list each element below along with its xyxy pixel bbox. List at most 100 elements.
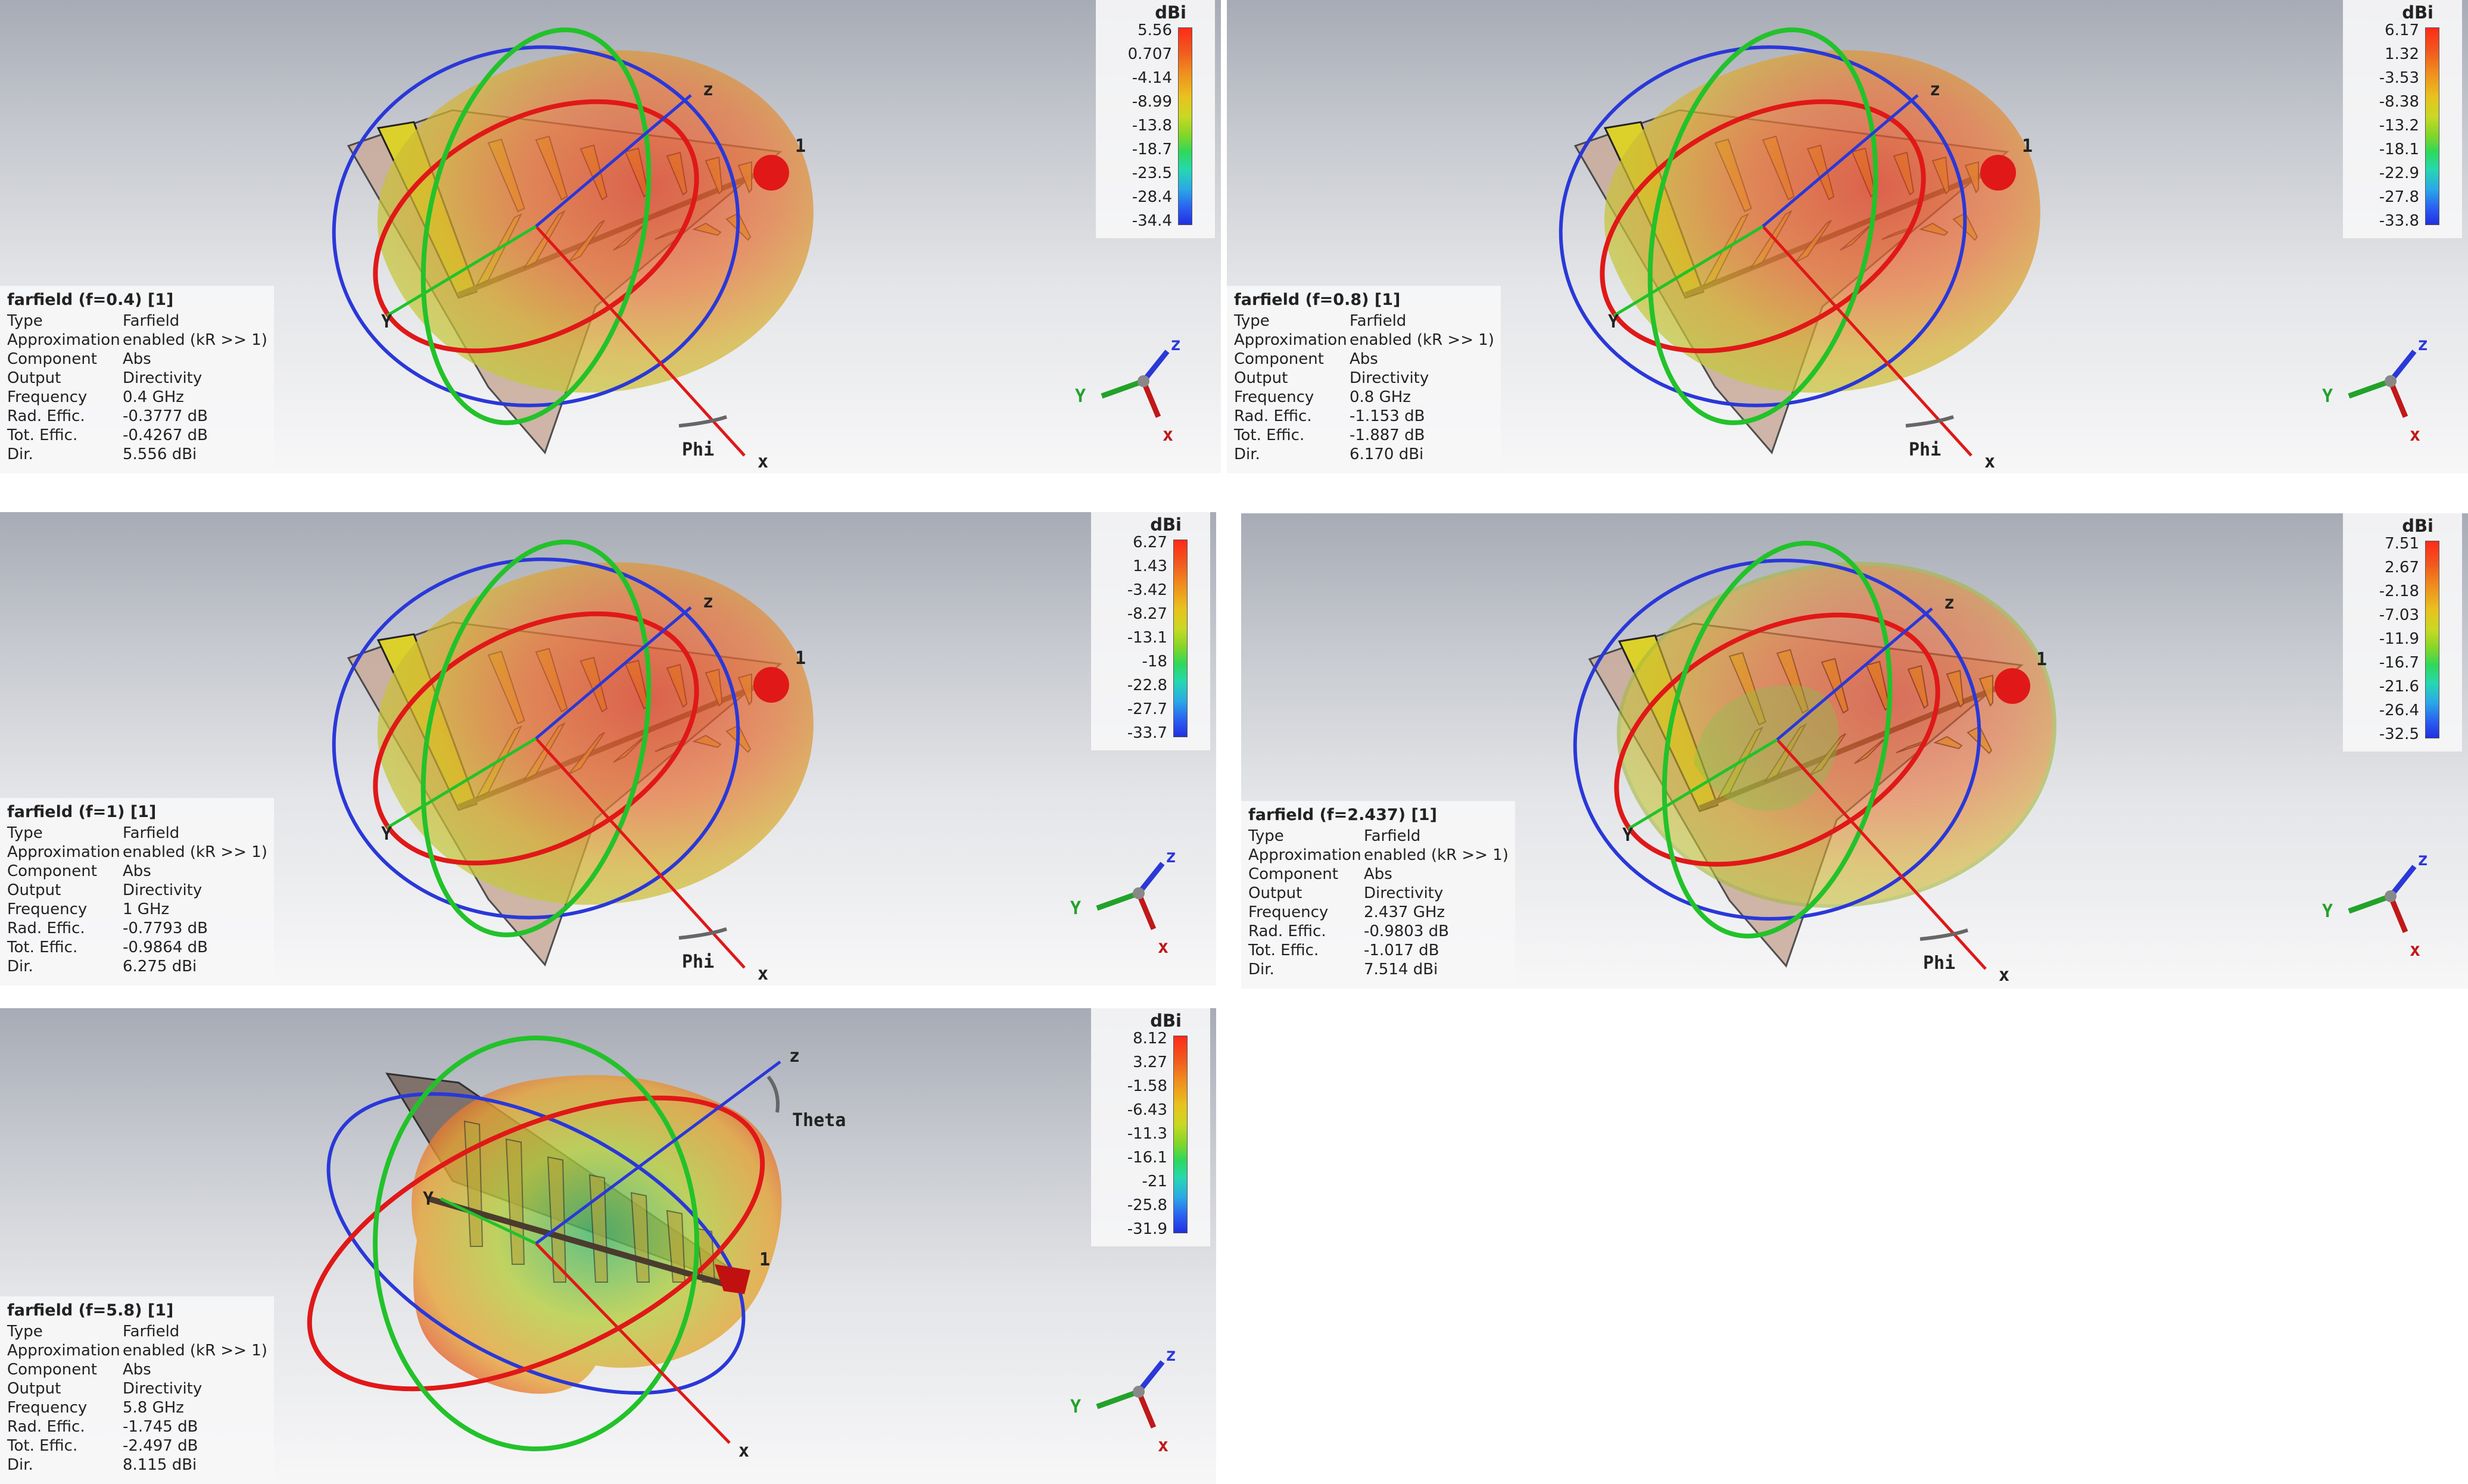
info-row: Output Directivity [7,369,202,387]
farfield-3d-view[interactable]: z Yx 1 Phi z Yx [1241,513,2468,989]
triad-x-label: x [2410,425,2420,445]
port-number-label: 1 [2022,136,2033,157]
dipole-element [547,1156,567,1283]
colorbar-tick-label: -18.7 [1132,141,1172,158]
z-axis-line [1762,94,1919,227]
colorbar-legend: dBi 6.17 1.32 -3.53 -8.38 -13.2 -18.1 -22.9 -27.… [2343,0,2462,238]
phi-label: Phi [682,439,714,460]
triad-y-arrow [2348,378,2392,399]
colorbar-tick-label: 5.56 [1138,21,1172,39]
farfield-3d-view[interactable]: z Yx 1 Phi z Yx [0,512,1216,986]
farfield-3d-view[interactable]: z Yx 1 Theta z Yx [0,1008,1216,1484]
farfield-info-box: farfield (f=0.8) [1] Type Farfield Approxim… [1227,286,1501,473]
y-axis-label: Y [1608,311,1619,332]
x-axis-line [535,225,746,457]
info-row: Rad. Effic. -1.153 dB [1234,407,1425,425]
farfield-info-box: farfield (f=1) [1] Type Farfield Approximat… [0,798,274,986]
axis-orientation-triad: z Yx [2322,334,2428,445]
colorbar-tick-label: -27.8 [2379,188,2419,206]
farfield-3d-view[interactable]: z Yx 1 Phi z Yx [0,0,1221,473]
info-row-value: Abs [1364,865,1392,883]
info-row: Frequency 0.8 GHz [1234,388,1411,406]
info-row-value: -0.7793 dB [123,919,208,937]
colorbar-tick-label: -33.7 [1127,724,1167,742]
farfield-title: farfield (f=2.437) [1] [1248,806,1437,824]
colorbar-tick-label: 7.51 [2385,535,2419,553]
phi-circle-blue [326,1092,746,1395]
triad-x-arrow [2388,380,2408,418]
info-row-value: Directivity [123,1380,202,1398]
elevation-circle-green [420,540,652,937]
axis-orientation-triad: z Yx [1070,1345,1176,1456]
farfield-title: farfield (f=1) [1] [7,803,157,821]
colorbar-unit: dBi [2402,516,2433,536]
colorbar-tick-label: -3.42 [1127,581,1167,599]
info-row-value: enabled (kR >> 1) [123,843,267,861]
info-row: Tot. Effic. -1.017 dB [1248,941,1439,959]
z-axis-label: z [1944,593,1955,613]
info-row-label: Rad. Effic. [7,1418,85,1436]
triad-origin [1133,887,1145,899]
colorbar-tick-label: -28.4 [1132,188,1172,206]
info-row-label: Tot. Effic. [1234,426,1305,444]
port-marker [1980,155,2016,191]
y-axis-line [1627,738,1778,831]
triad-origin [1133,1386,1145,1398]
info-row-value: 5.8 GHz [123,1399,184,1417]
farfield-3d-view[interactable]: z Yx 1 Phi z Yx [1227,0,2468,473]
phi-circle-blue [1573,559,1981,921]
phi-arc [1905,415,1954,428]
colorbar-tick-label: -8.27 [1127,605,1167,623]
info-row-value: -1.887 dB [1350,426,1425,444]
colorbar-unit: dBi [2402,2,2433,23]
phi-arc [678,415,727,428]
colorbar-tick-label: 6.17 [2385,21,2419,39]
info-row: Component Abs [7,350,151,368]
colorbar-legend: dBi 5.56 0.707 -4.14 -8.99 -13.8 -18.7 -23.5 -28… [1096,0,1215,238]
info-row: Approximation enabled (kR >> 1) [7,331,267,349]
port-number-label: 1 [795,648,806,669]
triad-z-arrow [1141,350,1170,383]
colorbar-tick-label: 1.32 [2385,45,2419,63]
elevation-circle-green [373,1036,699,1451]
info-row-label: Frequency [7,1399,88,1417]
info-row-value: enabled (kR >> 1) [123,331,267,349]
colorbar-tick-label: -11.9 [2379,630,2419,648]
info-row: Frequency 0.4 GHz [7,388,184,406]
z-axis-label: z [789,1046,800,1067]
info-row-value: Abs [123,862,151,880]
info-row: Dir. 6.170 dBi [1234,445,1423,463]
triad-z-arrow [1136,1360,1165,1393]
x-axis-label: x [758,451,768,472]
info-row-label: Component [7,1361,97,1379]
info-row-label: Component [1248,865,1338,883]
colorbar-tick-label: 0.707 [1127,45,1172,63]
z-axis-label: z [1930,79,1940,100]
colorbar-tick-label: -8.99 [1132,93,1172,111]
info-row: Rad. Effic. -0.3777 dB [7,407,208,425]
info-row: Type Farfield [1234,312,1406,330]
triad-x-label: x [1158,1435,1168,1456]
colorbar-tick-label: -7.03 [2379,606,2419,624]
info-row-value: -1.153 dB [1350,407,1425,425]
info-row-label: Dir. [1248,961,1274,978]
info-row-value: enabled (kR >> 1) [1350,331,1494,349]
x-axis-line [1762,225,1972,457]
port-marker [753,667,789,703]
colorbar-tick-label: -13.8 [1132,117,1172,135]
colorbar-tick-label: -32.5 [2379,725,2419,743]
triad-z-label: z [2417,849,2428,870]
info-row: Dir. 8.115 dBi [7,1456,197,1474]
axis-orientation-triad: z Yx [1070,846,1176,958]
info-row: Tot. Effic. -0.9864 dB [7,939,208,956]
colorbar-tick-label: -21.6 [2379,678,2419,696]
info-row: Type Farfield [7,824,179,842]
info-row: Component Abs [7,862,151,880]
colorbar-gradient [1178,27,1192,225]
info-row-label: Approximation [7,1342,120,1360]
